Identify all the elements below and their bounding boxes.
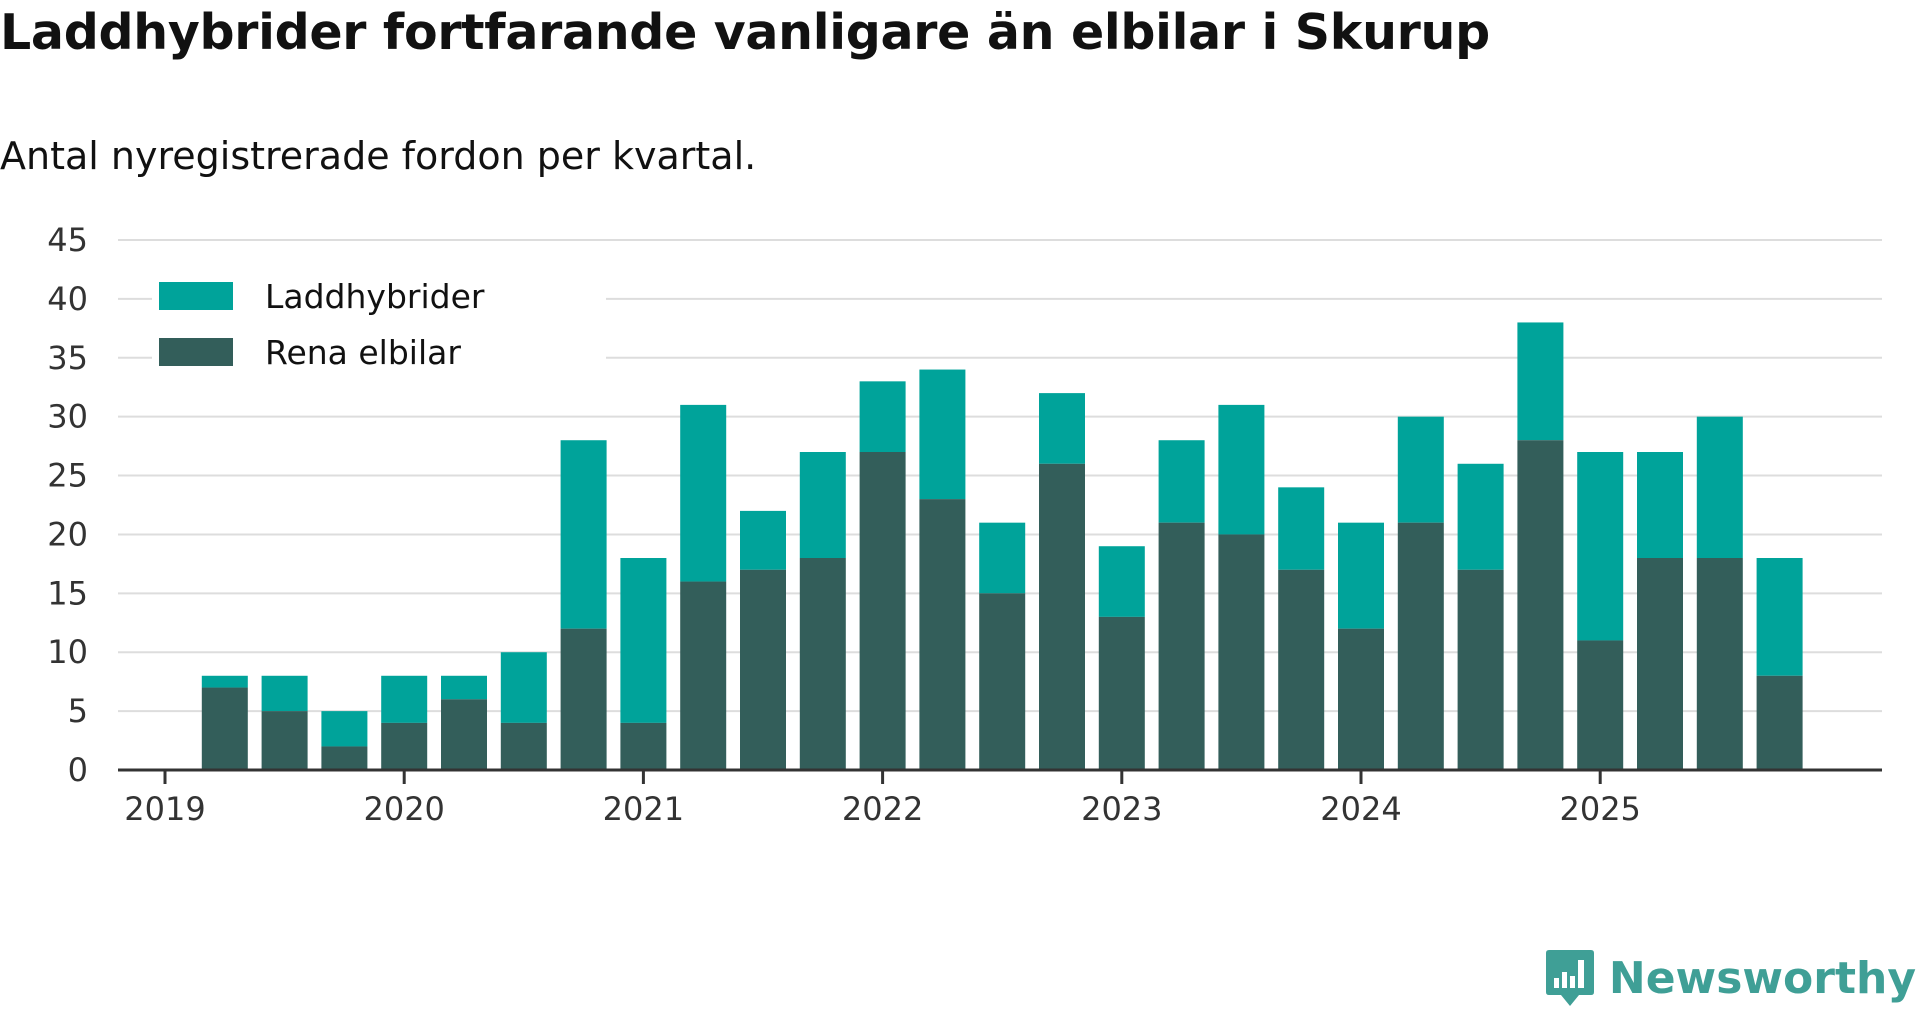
bar-rena-elbilar [1158, 522, 1205, 770]
bar-rena-elbilar [500, 722, 547, 770]
bar-laddhybrider [1577, 452, 1624, 641]
y-tick-label: 45 [47, 221, 88, 259]
newsworthy-logo-icon [1545, 950, 1594, 1006]
bar-laddhybrider [1278, 487, 1325, 570]
bar-rena-elbilar [680, 581, 727, 770]
bar-laddhybrider [1338, 522, 1384, 629]
bar-rena-elbilar [1338, 628, 1384, 770]
bar-laddhybrider [1756, 558, 1803, 676]
bar-rena-elbilar [979, 593, 1026, 770]
x-tick-label: 2023 [1081, 790, 1162, 828]
bar-laddhybrider [680, 404, 727, 582]
y-tick-label: 35 [47, 339, 88, 377]
bar-laddhybrider [740, 510, 786, 570]
bar-rena-elbilar [201, 687, 248, 770]
x-tick-label: 2020 [363, 790, 444, 828]
x-tick-label: 2022 [842, 790, 923, 828]
bar-laddhybrider [1158, 440, 1205, 523]
bar-laddhybrider [1637, 452, 1683, 558]
bar-rena-elbilar [560, 628, 607, 770]
bar-rena-elbilar [1457, 569, 1504, 770]
bar-rena-elbilar [381, 722, 428, 770]
legend-label-rena-elbilar: Rena elbilar [265, 333, 461, 372]
bar-rena-elbilar [1397, 522, 1444, 770]
bar-rena-elbilar [321, 746, 368, 770]
bar-laddhybrider [1397, 416, 1444, 523]
bar-laddhybrider [979, 522, 1026, 594]
x-tick-label: 2025 [1559, 790, 1640, 828]
x-tick-label: 2019 [124, 790, 205, 828]
bars [201, 322, 1803, 770]
bar-rena-elbilar [1756, 675, 1803, 770]
bar-laddhybrider [1039, 393, 1085, 464]
legend-swatch-rena-elbilar [159, 338, 233, 366]
x-axis: 2019 2020 2021 2022 2023 2024 2025 [118, 768, 1882, 828]
bar-rena-elbilar [1696, 558, 1743, 770]
legend-swatch-laddhybrider [159, 282, 233, 310]
x-tick-label: 2021 [603, 790, 684, 828]
bar-rena-elbilar [441, 699, 487, 770]
y-tick-label: 40 [47, 280, 88, 318]
bar-laddhybrider [500, 652, 547, 723]
bar-laddhybrider [381, 675, 428, 723]
bar-rena-elbilar [919, 499, 966, 770]
y-tick-label: 5 [68, 692, 88, 730]
bar-rena-elbilar [261, 711, 308, 770]
bar-rena-elbilar [620, 722, 667, 770]
bar-laddhybrider [441, 675, 487, 700]
bar-rena-elbilar [740, 569, 786, 770]
chart-subtitle: Antal nyregistrerade fordon per kvartal. [0, 134, 757, 178]
y-tick-label: 10 [47, 633, 88, 671]
bar-rena-elbilar [1517, 440, 1564, 770]
bar-rena-elbilar [1278, 569, 1325, 770]
bar-laddhybrider [799, 452, 846, 558]
bar-laddhybrider [201, 675, 248, 688]
bar-rena-elbilar [799, 558, 846, 770]
bar-laddhybrider [1098, 546, 1145, 617]
legend-label-laddhybrider: Laddhybrider [265, 277, 485, 316]
bar-laddhybrider [1218, 404, 1265, 535]
bar-rena-elbilar [1098, 616, 1145, 770]
bar-laddhybrider [1517, 322, 1564, 441]
y-tick-label: 20 [47, 515, 88, 553]
y-axis-ticks: 0 5 10 15 20 25 30 35 40 45 [47, 221, 88, 789]
bar-laddhybrider [321, 711, 368, 747]
bar-rena-elbilar [1637, 558, 1683, 770]
bar-laddhybrider [620, 558, 667, 723]
y-tick-label: 0 [68, 751, 88, 789]
bar-laddhybrider [919, 369, 966, 500]
bar-laddhybrider [261, 675, 308, 712]
chart-title: Laddhybrider fortfarande vanligare än el… [0, 4, 1490, 61]
brand-logo: Newsworthy [1545, 948, 1916, 1008]
x-tick-label: 2024 [1320, 790, 1401, 828]
brand-name: Newsworthy [1608, 952, 1916, 1004]
y-tick-label: 25 [47, 457, 88, 495]
bar-laddhybrider [1696, 416, 1743, 558]
bar-rena-elbilar [1218, 534, 1265, 770]
bar-rena-elbilar [1039, 463, 1085, 770]
bar-laddhybrider [1457, 463, 1504, 570]
y-tick-label: 15 [47, 574, 88, 612]
y-tick-label: 30 [47, 398, 88, 436]
bar-rena-elbilar [1577, 640, 1624, 770]
bar-rena-elbilar [859, 452, 906, 770]
bar-laddhybrider [560, 440, 607, 629]
legend: Laddhybrider Rena elbilar [152, 272, 606, 377]
bar-laddhybrider [859, 381, 906, 452]
